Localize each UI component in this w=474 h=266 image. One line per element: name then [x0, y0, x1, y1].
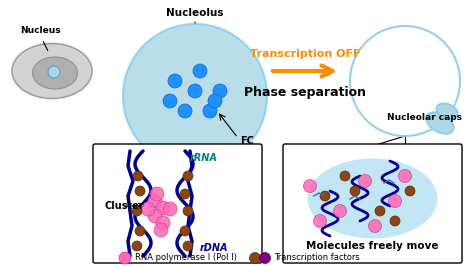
Circle shape [358, 174, 372, 188]
Text: rDNA: rDNA [200, 243, 228, 253]
Circle shape [405, 186, 415, 196]
Circle shape [208, 94, 222, 108]
Circle shape [135, 226, 145, 236]
Circle shape [180, 226, 190, 236]
Circle shape [141, 202, 155, 216]
Text: Cluster: Cluster [105, 201, 145, 211]
Circle shape [390, 216, 400, 226]
Circle shape [183, 206, 193, 216]
Ellipse shape [33, 57, 78, 89]
Text: Molecules freely move: Molecules freely move [306, 241, 439, 251]
FancyBboxPatch shape [283, 144, 462, 263]
Circle shape [178, 104, 192, 118]
Circle shape [368, 219, 382, 232]
Circle shape [334, 205, 346, 218]
Circle shape [133, 171, 143, 181]
Circle shape [249, 252, 261, 264]
Circle shape [193, 64, 207, 78]
Circle shape [180, 189, 190, 199]
Text: Nucleolus: Nucleolus [166, 8, 224, 18]
Circle shape [389, 194, 401, 207]
Circle shape [168, 74, 182, 88]
Text: Phase separation: Phase separation [244, 86, 366, 99]
Circle shape [48, 66, 60, 78]
Ellipse shape [426, 112, 454, 134]
Circle shape [320, 191, 330, 201]
Circle shape [163, 202, 177, 216]
Circle shape [156, 201, 170, 215]
FancyBboxPatch shape [93, 144, 262, 263]
Circle shape [313, 214, 327, 227]
Text: RNA polymerase I (Pol I): RNA polymerase I (Pol I) [135, 253, 237, 263]
Circle shape [148, 194, 162, 208]
Circle shape [203, 104, 217, 118]
Circle shape [350, 26, 460, 136]
Text: FC: FC [240, 136, 254, 146]
Circle shape [183, 241, 193, 251]
Circle shape [156, 216, 170, 230]
Text: Nucleolar caps: Nucleolar caps [387, 114, 462, 123]
Circle shape [123, 24, 267, 168]
Circle shape [213, 84, 227, 98]
Text: rRNA: rRNA [190, 153, 218, 163]
Circle shape [350, 186, 360, 196]
Ellipse shape [437, 103, 457, 119]
Circle shape [259, 252, 271, 264]
Ellipse shape [12, 44, 92, 98]
Circle shape [154, 223, 168, 237]
Text: Transcription factors: Transcription factors [274, 253, 360, 263]
Circle shape [340, 171, 350, 181]
Circle shape [132, 206, 142, 216]
Circle shape [188, 84, 202, 98]
Circle shape [183, 171, 193, 181]
Circle shape [148, 209, 162, 223]
Text: Transcription OFF: Transcription OFF [250, 49, 360, 59]
Circle shape [375, 206, 385, 216]
Circle shape [163, 94, 177, 108]
Text: Nucleus: Nucleus [20, 26, 60, 35]
Circle shape [132, 241, 142, 251]
Ellipse shape [308, 159, 438, 239]
Circle shape [135, 186, 145, 196]
Circle shape [150, 187, 164, 201]
Circle shape [399, 169, 411, 182]
Circle shape [119, 252, 131, 264]
Circle shape [303, 180, 317, 193]
